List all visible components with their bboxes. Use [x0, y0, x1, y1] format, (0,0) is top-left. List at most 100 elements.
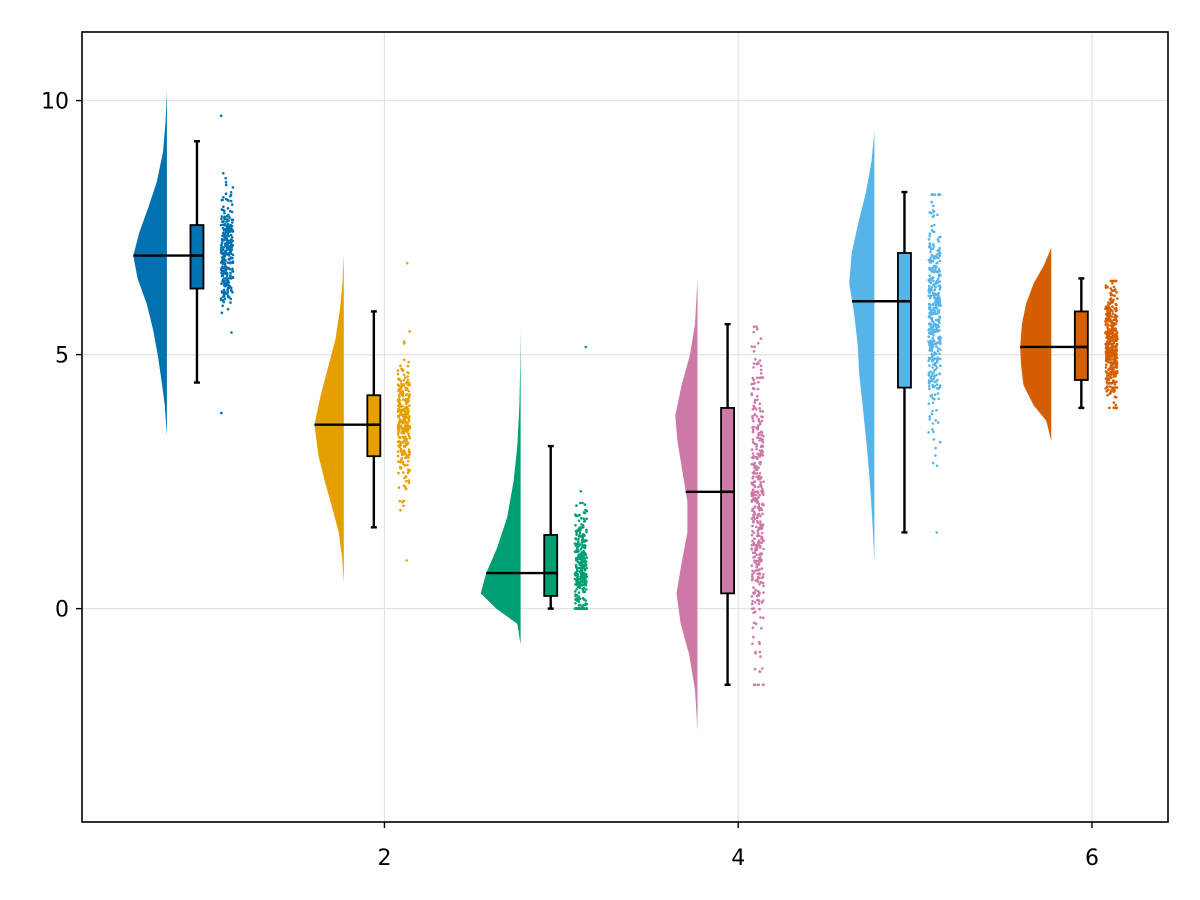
data-point [751, 441, 755, 444]
data-point [761, 667, 764, 670]
data-point [928, 385, 931, 388]
data-point [755, 563, 759, 566]
data-point [758, 422, 762, 426]
data-point [407, 419, 411, 422]
data-point [933, 375, 936, 379]
data-point [1104, 366, 1108, 369]
data-point [402, 378, 406, 382]
grid-lines [82, 32, 1168, 822]
data-point [754, 588, 757, 592]
data-point [756, 521, 760, 525]
data-point [1114, 403, 1118, 407]
data-point [934, 266, 937, 270]
data-point [396, 372, 400, 376]
data-point [931, 422, 935, 425]
data-point [757, 569, 760, 572]
data-point [931, 337, 935, 340]
data-point [224, 176, 227, 180]
data-point [752, 419, 755, 423]
data-point [576, 569, 579, 573]
data-point [408, 330, 411, 333]
data-point [399, 364, 402, 368]
data-point [401, 409, 405, 413]
data-point [752, 621, 756, 625]
data-point [757, 512, 761, 516]
data-point [1114, 322, 1118, 325]
data-point [928, 348, 931, 352]
data-point [935, 387, 939, 390]
data-point [750, 595, 754, 598]
data-point [1107, 318, 1110, 321]
data-point [582, 598, 586, 601]
data-point [1108, 358, 1111, 361]
data-point [227, 284, 230, 288]
data-point [752, 531, 756, 535]
data-point [931, 259, 935, 263]
data-point [933, 384, 936, 388]
data-point [938, 273, 941, 276]
data-point [930, 355, 934, 359]
data-point [930, 412, 934, 416]
data-point [401, 460, 405, 464]
data-point [759, 520, 762, 523]
data-point [759, 364, 763, 368]
data-point [751, 376, 755, 380]
data-point [755, 516, 759, 520]
data-point [579, 547, 583, 551]
data-point [757, 342, 760, 345]
data-point [935, 270, 939, 274]
data-point [927, 381, 931, 385]
data-point [928, 291, 931, 294]
data-point [578, 556, 581, 559]
data-point [1112, 345, 1115, 348]
data-point [396, 454, 400, 458]
data-point [927, 431, 930, 434]
data-point [221, 239, 224, 243]
box-4 [720, 407, 735, 595]
axes: 2 4 6 0 5 10 [41, 90, 1099, 871]
data-point [1115, 297, 1119, 300]
data-point [928, 314, 931, 318]
data-point [1109, 317, 1112, 321]
data-point [224, 231, 228, 234]
data-point [753, 387, 756, 391]
data-point [582, 586, 586, 590]
data-point [1107, 378, 1110, 381]
data-point [761, 438, 764, 441]
data-point [1105, 390, 1108, 393]
data-point [585, 539, 588, 542]
data-point [580, 557, 584, 561]
data-point [227, 214, 230, 218]
data-point [1104, 323, 1108, 327]
data-point [929, 309, 933, 313]
data-point [579, 577, 583, 580]
data-point [1115, 386, 1119, 389]
data-point [752, 455, 756, 458]
data-point [753, 555, 757, 559]
data-point [405, 456, 409, 459]
data-point [932, 353, 936, 357]
data-point [751, 573, 754, 576]
data-point [756, 580, 759, 583]
data-point [585, 588, 588, 591]
data-point [1115, 366, 1118, 369]
data-point [752, 325, 756, 329]
data-point [1105, 358, 1109, 362]
data-point [752, 382, 756, 385]
data-point [222, 258, 226, 261]
data-point [408, 436, 412, 440]
data-point [585, 528, 588, 532]
data-point [1107, 388, 1110, 392]
data-point [756, 593, 760, 597]
data-point [758, 583, 761, 586]
data-point [397, 440, 400, 444]
data-point [1112, 339, 1115, 343]
data-point [935, 330, 938, 333]
data-point [760, 531, 764, 535]
data-point [574, 524, 577, 527]
data-point [226, 233, 229, 237]
data-point [1104, 286, 1108, 289]
data-point [753, 493, 756, 497]
data-point [400, 457, 404, 460]
data-point [929, 306, 932, 309]
